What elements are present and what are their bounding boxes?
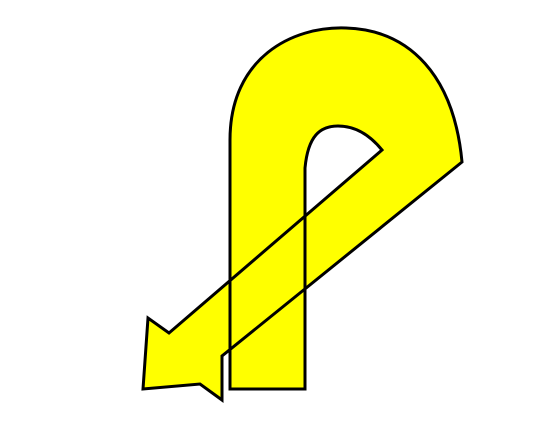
loop-arrow-shape bbox=[141, 26, 464, 403]
